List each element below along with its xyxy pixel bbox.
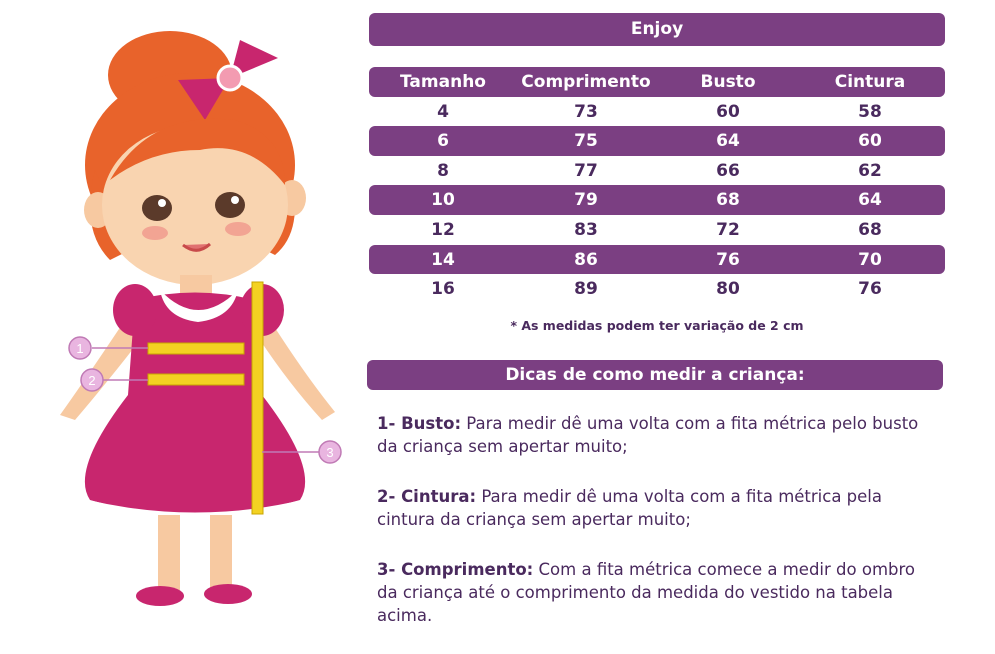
hair-bow-icon	[178, 40, 278, 120]
table-cell: 72	[716, 219, 740, 240]
table-row: 10 79 68 64	[369, 185, 945, 215]
table-cell: 76	[858, 279, 882, 300]
table-row: 6 75 64 60	[369, 126, 945, 156]
tips-title: Dicas de como medir a criança:	[367, 360, 943, 390]
table-row: 8 77 66 62	[369, 156, 945, 186]
header-comprimento: Comprimento	[521, 72, 651, 92]
table-cell: 66	[716, 160, 740, 181]
svg-text:2: 2	[88, 373, 95, 388]
table-header: Tamanho Comprimento Busto Cintura	[369, 67, 945, 97]
header-busto: Busto	[700, 72, 756, 92]
table-cell: 10	[431, 190, 455, 211]
table-cell: 79	[574, 190, 598, 211]
table-cell: 16	[431, 279, 455, 300]
marker-3: 3	[318, 440, 342, 464]
table-cell: 73	[574, 101, 598, 122]
girl-measurement-illustration: 1 2 3	[60, 31, 342, 606]
table-row: 4 73 60 58	[369, 97, 945, 127]
table-cell: 12	[431, 219, 455, 240]
table-cell: 62	[858, 160, 882, 181]
tip-cintura: 2- Cintura: Para medir dê uma volta com …	[377, 485, 937, 531]
table-cell: 60	[716, 101, 740, 122]
table-row: 14 86 76 70	[369, 244, 945, 275]
table-cell: 86	[574, 249, 598, 270]
marker-1: 1	[68, 336, 92, 360]
variation-note: * As medidas podem ter variação de 2 cm	[510, 318, 804, 333]
svg-text:3: 3	[326, 445, 333, 460]
table-cell: 80	[716, 279, 740, 300]
tip-comprimento: 3- Comprimento: Com a fita métrica comec…	[377, 558, 937, 627]
table-cell: 68	[716, 190, 740, 211]
table-row: 12 83 72 68	[369, 215, 945, 245]
table-cell: 89	[574, 279, 598, 300]
table-cell: 76	[716, 249, 740, 270]
tip-label: 3- Comprimento:	[377, 560, 534, 579]
tip-text: Para medir dê uma volta com a fita métri…	[377, 414, 919, 456]
tip-text: Para medir dê uma volta com a fita métri…	[377, 487, 883, 529]
header-tamanho: Tamanho	[400, 72, 486, 92]
tip-label: 1- Busto:	[377, 414, 462, 433]
table-cell: 77	[574, 160, 598, 181]
table-cell: 75	[574, 131, 598, 152]
table-cell: 60	[858, 131, 882, 152]
header-cintura: Cintura	[834, 72, 906, 92]
table-cell: 68	[858, 219, 882, 240]
table-cell: 64	[858, 190, 882, 211]
page-title: Enjoy	[369, 13, 945, 46]
tip-busto: 1- Busto: Para medir dê uma volta com a …	[377, 412, 937, 458]
table-cell: 6	[437, 131, 449, 152]
table-cell: 8	[437, 160, 449, 181]
size-table: Tamanho Comprimento Busto Cintura 4 73 6…	[369, 67, 945, 304]
measurement-tips: 1- Busto: Para medir dê uma volta com a …	[377, 412, 937, 654]
table-cell: 70	[858, 249, 882, 270]
marker-2: 2	[80, 368, 104, 392]
tip-text: Com a fita métrica comece a medir do omb…	[377, 560, 916, 625]
table-row: 16 89 80 76	[369, 274, 945, 304]
table-cell: 64	[716, 131, 740, 152]
table-cell: 14	[431, 249, 455, 270]
tip-label: 2- Cintura:	[377, 487, 477, 506]
table-cell: 58	[858, 101, 882, 122]
table-cell: 83	[574, 219, 598, 240]
svg-text:1: 1	[76, 341, 83, 356]
table-cell: 4	[437, 101, 449, 122]
